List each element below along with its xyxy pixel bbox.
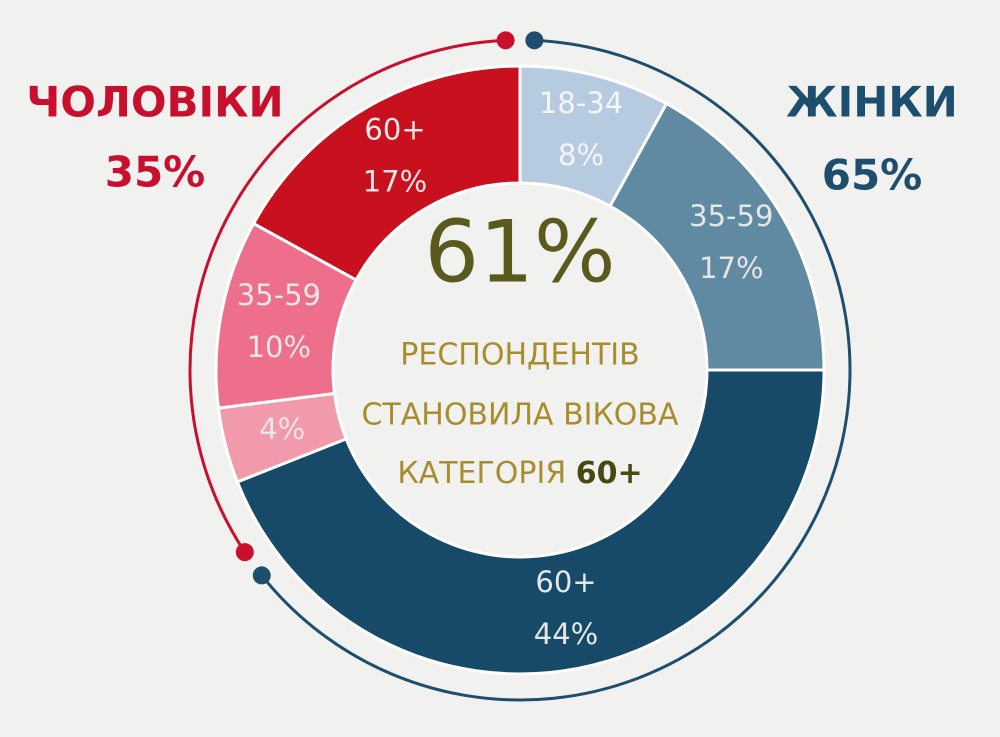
segment-category-label: 60+ [364, 113, 425, 147]
center-line: СТАНОВИЛА ВІКОВА [361, 398, 679, 433]
segment-value-label: 8% [558, 138, 604, 172]
group-arc [188, 38, 506, 553]
segment-category-label: 60+ [535, 565, 596, 599]
segment-value-label: 17% [363, 165, 427, 199]
group-value-label: 65% [822, 151, 923, 200]
center-line: РЕСПОНДЕНТІВ [400, 338, 639, 373]
arc-end-dot [235, 543, 254, 562]
center-line: КАТЕГОРІЯ [397, 456, 575, 491]
donut-segment [251, 64, 522, 282]
segment-value-label: 17% [699, 251, 763, 285]
donut-segment [608, 101, 826, 372]
center-line: КАТЕГОРІЯ 60+ [397, 456, 642, 491]
segment-value-label: 4% [259, 412, 305, 446]
donut-segment [235, 368, 826, 676]
center-headline: 61% [424, 202, 615, 302]
arc-end-dot [525, 31, 544, 50]
arc-end-dot [496, 31, 515, 50]
segment-value-label: 44% [534, 617, 598, 651]
group-name: ЖІНКИ [786, 78, 958, 127]
arc-end-dot [252, 566, 271, 585]
segment-value-label: 10% [247, 330, 311, 364]
segment-category-label: 35-59 [237, 278, 321, 312]
group-name: ЧОЛОВІКИ [26, 78, 283, 127]
center-highlight: 60+ [576, 456, 643, 491]
segment-category-label: 35-59 [689, 199, 773, 233]
group-arc [260, 38, 852, 702]
group-value-label: 35% [105, 148, 206, 197]
segment-category-label: 18-34 [539, 86, 623, 120]
